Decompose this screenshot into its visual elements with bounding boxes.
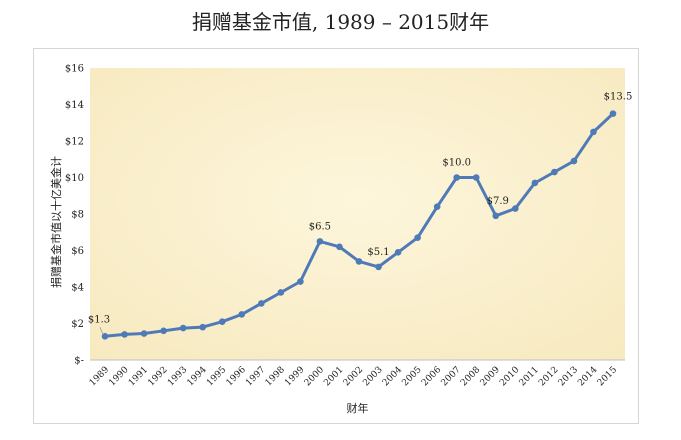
x-tick-label: 2007: [440, 365, 463, 388]
data-point: [375, 263, 382, 271]
data-point: [160, 327, 167, 335]
x-tick-label: 1999: [283, 365, 306, 388]
data-label-leader: [99, 327, 104, 335]
y-tick-label: $-: [74, 356, 84, 367]
data-point: [199, 323, 206, 331]
data-point: [179, 324, 187, 332]
data-point: [218, 318, 226, 325]
data-point: [140, 330, 148, 337]
data-point: [590, 128, 597, 136]
data-point: [531, 179, 539, 187]
x-tick-label: 2003: [361, 365, 384, 388]
x-tick-label: 1998: [264, 365, 287, 388]
data-point: [609, 110, 617, 117]
x-tick-label: 2015: [596, 365, 619, 388]
data-label: $1.3: [88, 314, 110, 325]
chart-title: 捐赠基金市值, 1989 – 2015财年: [191, 10, 490, 34]
x-tick-label: 2004: [381, 365, 404, 388]
data-point: [570, 157, 578, 165]
data-point: [336, 243, 343, 251]
y-tick-label: $16: [65, 64, 84, 75]
data-labels: $1.3 $6.5 $5.1 $10.0 $7.9 $13.5: [88, 92, 632, 335]
data-point: [258, 300, 265, 307]
data-point: [238, 311, 246, 318]
x-axis-label: 财年: [347, 401, 369, 415]
data-point: [121, 331, 128, 338]
x-axis-ticks: 1989199019911992199319941995199619971998…: [88, 365, 619, 388]
data-point: [297, 278, 304, 285]
y-tick-label: $14: [65, 100, 84, 111]
x-tick-label: 2010: [498, 365, 521, 388]
x-tick-label: 2005: [400, 365, 423, 388]
y-tick-label: $12: [65, 137, 84, 148]
data-label: $10.0: [442, 158, 471, 169]
data-point: [512, 205, 519, 212]
data-label: $6.5: [309, 221, 331, 232]
x-tick-label: 2014: [576, 365, 599, 388]
y-tick-label: $6: [71, 246, 84, 257]
x-tick-label: 1990: [107, 365, 130, 388]
data-point: [551, 168, 558, 176]
data-point: [394, 249, 402, 256]
x-tick-label: 2002: [342, 365, 365, 388]
y-axis-label: 捐赠基金市值以十亿美金计: [49, 156, 63, 288]
y-axis-ticks: $- $2 $4 $6 $8 $10 $12 $14 $16: [65, 64, 84, 367]
y-tick-label: $8: [71, 210, 84, 221]
data-label: $5.1: [367, 247, 389, 258]
x-tick-label: 2009: [479, 365, 502, 388]
x-tick-label: 2013: [557, 365, 580, 388]
x-tick-label: 1994: [186, 365, 209, 388]
x-tick-label: 1992: [146, 365, 169, 388]
x-tick-label: 1991: [127, 365, 150, 388]
x-tick-label: 1997: [244, 365, 267, 388]
data-point: [472, 174, 480, 181]
y-tick-label: $4: [71, 283, 84, 294]
data-point: [414, 234, 421, 242]
x-tick-label: 1995: [205, 365, 228, 388]
x-tick-label: 2000: [303, 365, 326, 388]
plot-area: [90, 68, 625, 360]
x-tick-label: 2006: [420, 365, 443, 388]
data-label: $7.9: [487, 196, 509, 207]
x-tick-label: 2012: [537, 365, 560, 388]
x-tick-label: 1989: [88, 365, 111, 388]
data-points: [101, 110, 617, 340]
x-tick-label: 1996: [225, 365, 248, 388]
x-tick-label: 1993: [166, 365, 189, 388]
x-tick-label: 2011: [518, 365, 541, 388]
data-point: [277, 289, 285, 296]
data-point: [433, 203, 441, 210]
data-point: [316, 238, 324, 245]
data-point: [355, 258, 363, 265]
y-tick-label: $10: [65, 173, 84, 184]
data-point: [101, 332, 109, 340]
data-point: [453, 174, 460, 181]
y-tick-label: $2: [71, 319, 84, 330]
x-tick-label: 2008: [459, 365, 482, 388]
data-label: $13.5: [604, 92, 633, 103]
x-tick-label: 2001: [322, 365, 345, 388]
data-point: [492, 212, 500, 220]
